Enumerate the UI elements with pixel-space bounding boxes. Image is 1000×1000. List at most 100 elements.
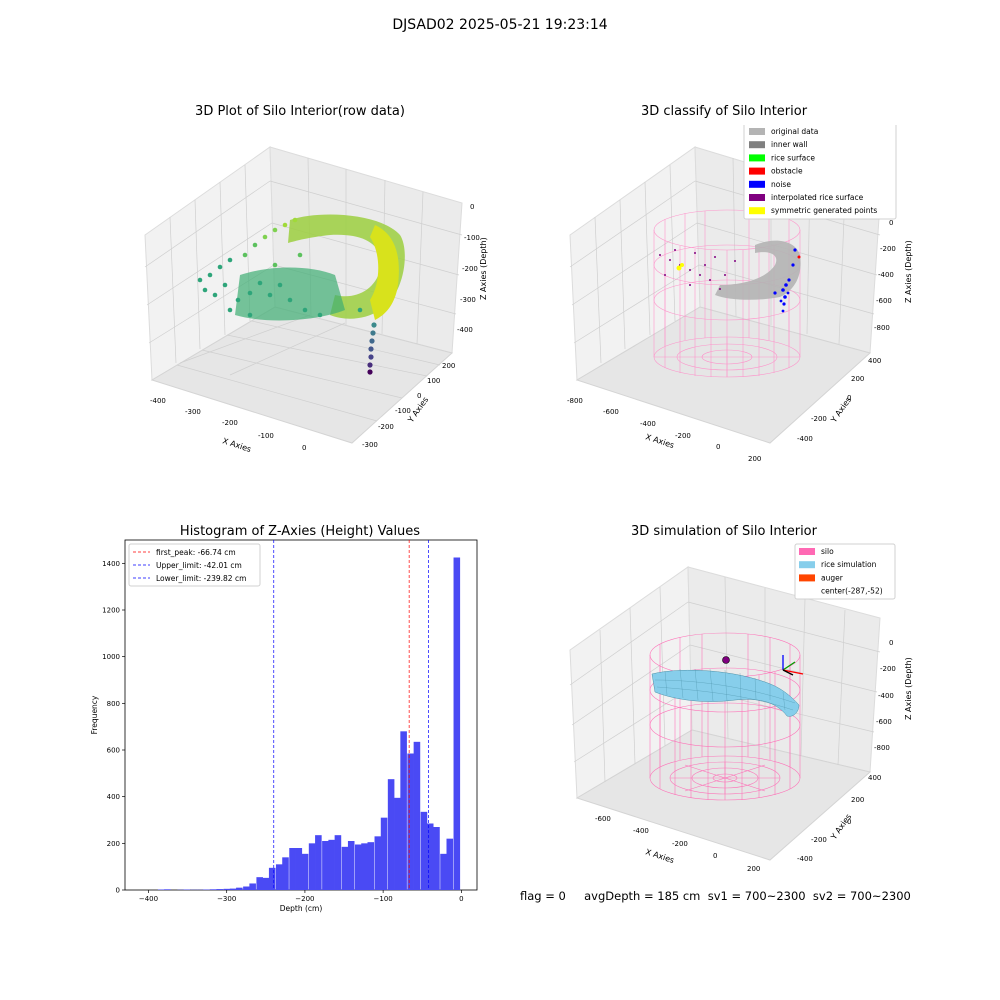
raw-z-ticks: 0 -100 -200 -300 -400 [457,203,480,334]
classify-y-tick: -400 [797,435,813,443]
histogram-x-ticks: −400 −300 −200 −100 0 [139,890,464,903]
classify-3d-plot: original data inner wall rice surface obsta… [567,125,913,463]
legend-swatch [799,548,815,555]
raw-y-tick: -200 [378,423,394,431]
histogram-bar [229,888,237,890]
legend-label: noise [771,180,791,189]
histogram-bar [282,857,289,890]
classify-silo-wireframe [653,209,801,378]
histogram-bar [413,741,421,890]
histogram-x-tick-label: −400 [139,895,158,903]
legend-label: rice simulation [821,560,877,569]
histogram-x-tick-label: −300 [217,895,236,903]
histogram-bar [374,836,382,890]
legend-label: original data [771,127,818,136]
simulation-x-tick: -600 [595,815,611,823]
classify-legend: original data inner wall rice surface obsta… [743,125,897,220]
raw-x-tick: -200 [222,419,238,427]
simulation-z-tick: -600 [876,718,892,726]
histogram-bar [289,848,296,890]
legend-swatch [749,167,765,175]
classify-y-tick: 400 [868,357,881,365]
simulation-3d-plot: silo rice simulation auger center(-287,-52)… [569,543,913,873]
simulation-x-tick: -200 [672,840,688,848]
raw-z-tick: -100 [464,234,480,242]
histogram-bar [341,846,349,890]
legend-swatch [749,207,765,215]
raw-floor-pane [150,306,454,444]
classify-legend-box [743,125,897,220]
legend-label: auger [821,573,844,582]
histogram-y-tick-label: 1000 [102,653,120,661]
simulation-z-label: Z Axies (Depth) [904,657,913,720]
legend-swatch [749,180,765,188]
raw-y-tick: 0 [417,392,421,400]
histogram-y-tick-label: 1200 [102,607,120,615]
classify-z-tick: -400 [878,271,894,279]
status-line: flag = 0 avgDepth = 185 cm sv1 = 700~230… [520,889,911,903]
histogram-bar [394,797,401,890]
raw-wall-front [370,225,399,320]
histogram-bar [347,841,355,890]
classify-x-tick: -600 [603,408,619,416]
legend-swatch [799,561,815,569]
histogram-legend: first_peak: -66.74 cm Upper_limit: -42.01… [128,543,261,587]
histogram-y-tick-label: 800 [107,700,120,708]
raw-drain-column [367,322,377,375]
classify-floor-pane [575,306,872,444]
raw-x-tick: 0 [302,444,306,452]
histogram-bar [295,848,303,890]
legend-label: silo [821,547,834,556]
classify-y-tick: 0 [847,394,851,402]
simulation-x-tick: -400 [633,827,649,835]
legend-swatch [749,154,765,162]
classify-noise-points [773,248,797,313]
classify-z-tick: -800 [874,324,890,332]
legend-label: rice surface [771,153,815,162]
raw-inner-band [235,267,345,321]
classify-plot-title: 3D classify of Silo Interior [640,104,808,119]
histogram-bar [446,838,454,890]
classify-x-ticks: -800 -600 -400 -200 0 200 [567,397,761,463]
classify-symmetric-points [676,263,684,271]
histogram-bar [322,841,329,890]
histogram-bar [308,843,316,890]
histogram-y-label: Frequency [90,695,99,734]
simulation-legend: silo rice simulation auger center(-287,-52) [794,543,896,600]
histogram-legend-label: Upper_limit: -42.01 cm [156,561,242,570]
histogram-bar [216,889,224,890]
classify-original-data [715,240,801,300]
classify-z-tick: -200 [880,245,896,253]
raw-3d-plot: -400 -300 -200 -100 0 X Axies 200 100 0 … [144,146,488,454]
simulation-x-label: X Axies [644,847,675,865]
simulation-y-label: Y Axies [829,812,854,842]
legend-label: symmetric generated points [771,206,877,215]
histogram-bar [433,827,440,890]
histogram-bar [440,853,447,890]
simulation-z-tick: -800 [874,744,890,752]
histogram-y-tick-label: 600 [107,747,120,755]
simulation-x-ticks: -600 -400 -200 0 200 [595,815,760,873]
classify-x-tick: 0 [716,443,720,451]
histogram-bar [361,843,368,890]
histogram-bar [420,811,428,890]
simulation-y-ticks: 400 200 0 -200 -400 [797,774,881,863]
simulation-y-tick: 400 [868,774,881,782]
histogram-bar [256,877,263,890]
raw-z-tick: -300 [460,296,476,304]
histogram-bar [210,889,217,890]
classify-z-label: Z Axies (Depth) [904,240,913,303]
histogram-legend-box [128,543,261,587]
legend-swatch [749,194,765,201]
histogram-reference-lines [273,540,429,890]
histogram-x-label: Depth (cm) [280,904,323,913]
classify-x-tick: 200 [748,455,761,463]
classify-y-label: Y Axies [829,395,854,425]
classify-y-ticks: 400 200 0 -200 -400 [797,357,881,443]
histogram-bar [164,889,171,890]
simulation-y-tick: -200 [811,836,827,844]
histogram-bar [315,835,322,890]
histogram-title: Histogram of Z-Axies (Height) Values [179,524,421,539]
raw-y-tick: -100 [395,407,411,415]
raw-y-tick: -300 [362,441,378,449]
